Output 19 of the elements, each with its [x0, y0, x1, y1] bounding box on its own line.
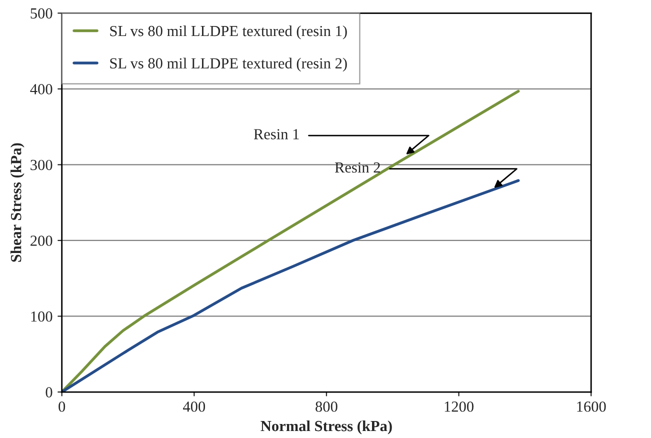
x-tick-label: 0: [58, 401, 66, 412]
legend-label: SL vs 80 mil LLDPE textured (resin 1): [110, 25, 347, 40]
legend-label: SL vs 80 mil LLDPE textured (resin 2): [110, 58, 347, 72]
y-tick-label: 0: [46, 387, 52, 398]
x-tick-label: 1200: [444, 401, 474, 412]
y-tick-label: 300: [30, 160, 52, 170]
y-tick-label: 500: [30, 8, 52, 19]
y-tick-label: 200: [30, 236, 52, 246]
x-axis-title: Normal Stress (kPa): [260, 420, 392, 434]
y-tick-label: 400: [30, 84, 52, 94]
annotation: Resin 1: [254, 129, 299, 140]
annotation: Resin 2: [334, 162, 380, 173]
x-tick-label: 800: [316, 401, 338, 412]
line-series: [62, 179, 520, 392]
line-series: [62, 90, 520, 392]
y-axis-title: Shear Stress (kPa): [10, 143, 24, 262]
y-tick-label: 100: [31, 311, 52, 322]
x-tick-label: 1600: [577, 401, 606, 412]
x-tick-label: 400: [183, 401, 206, 412]
